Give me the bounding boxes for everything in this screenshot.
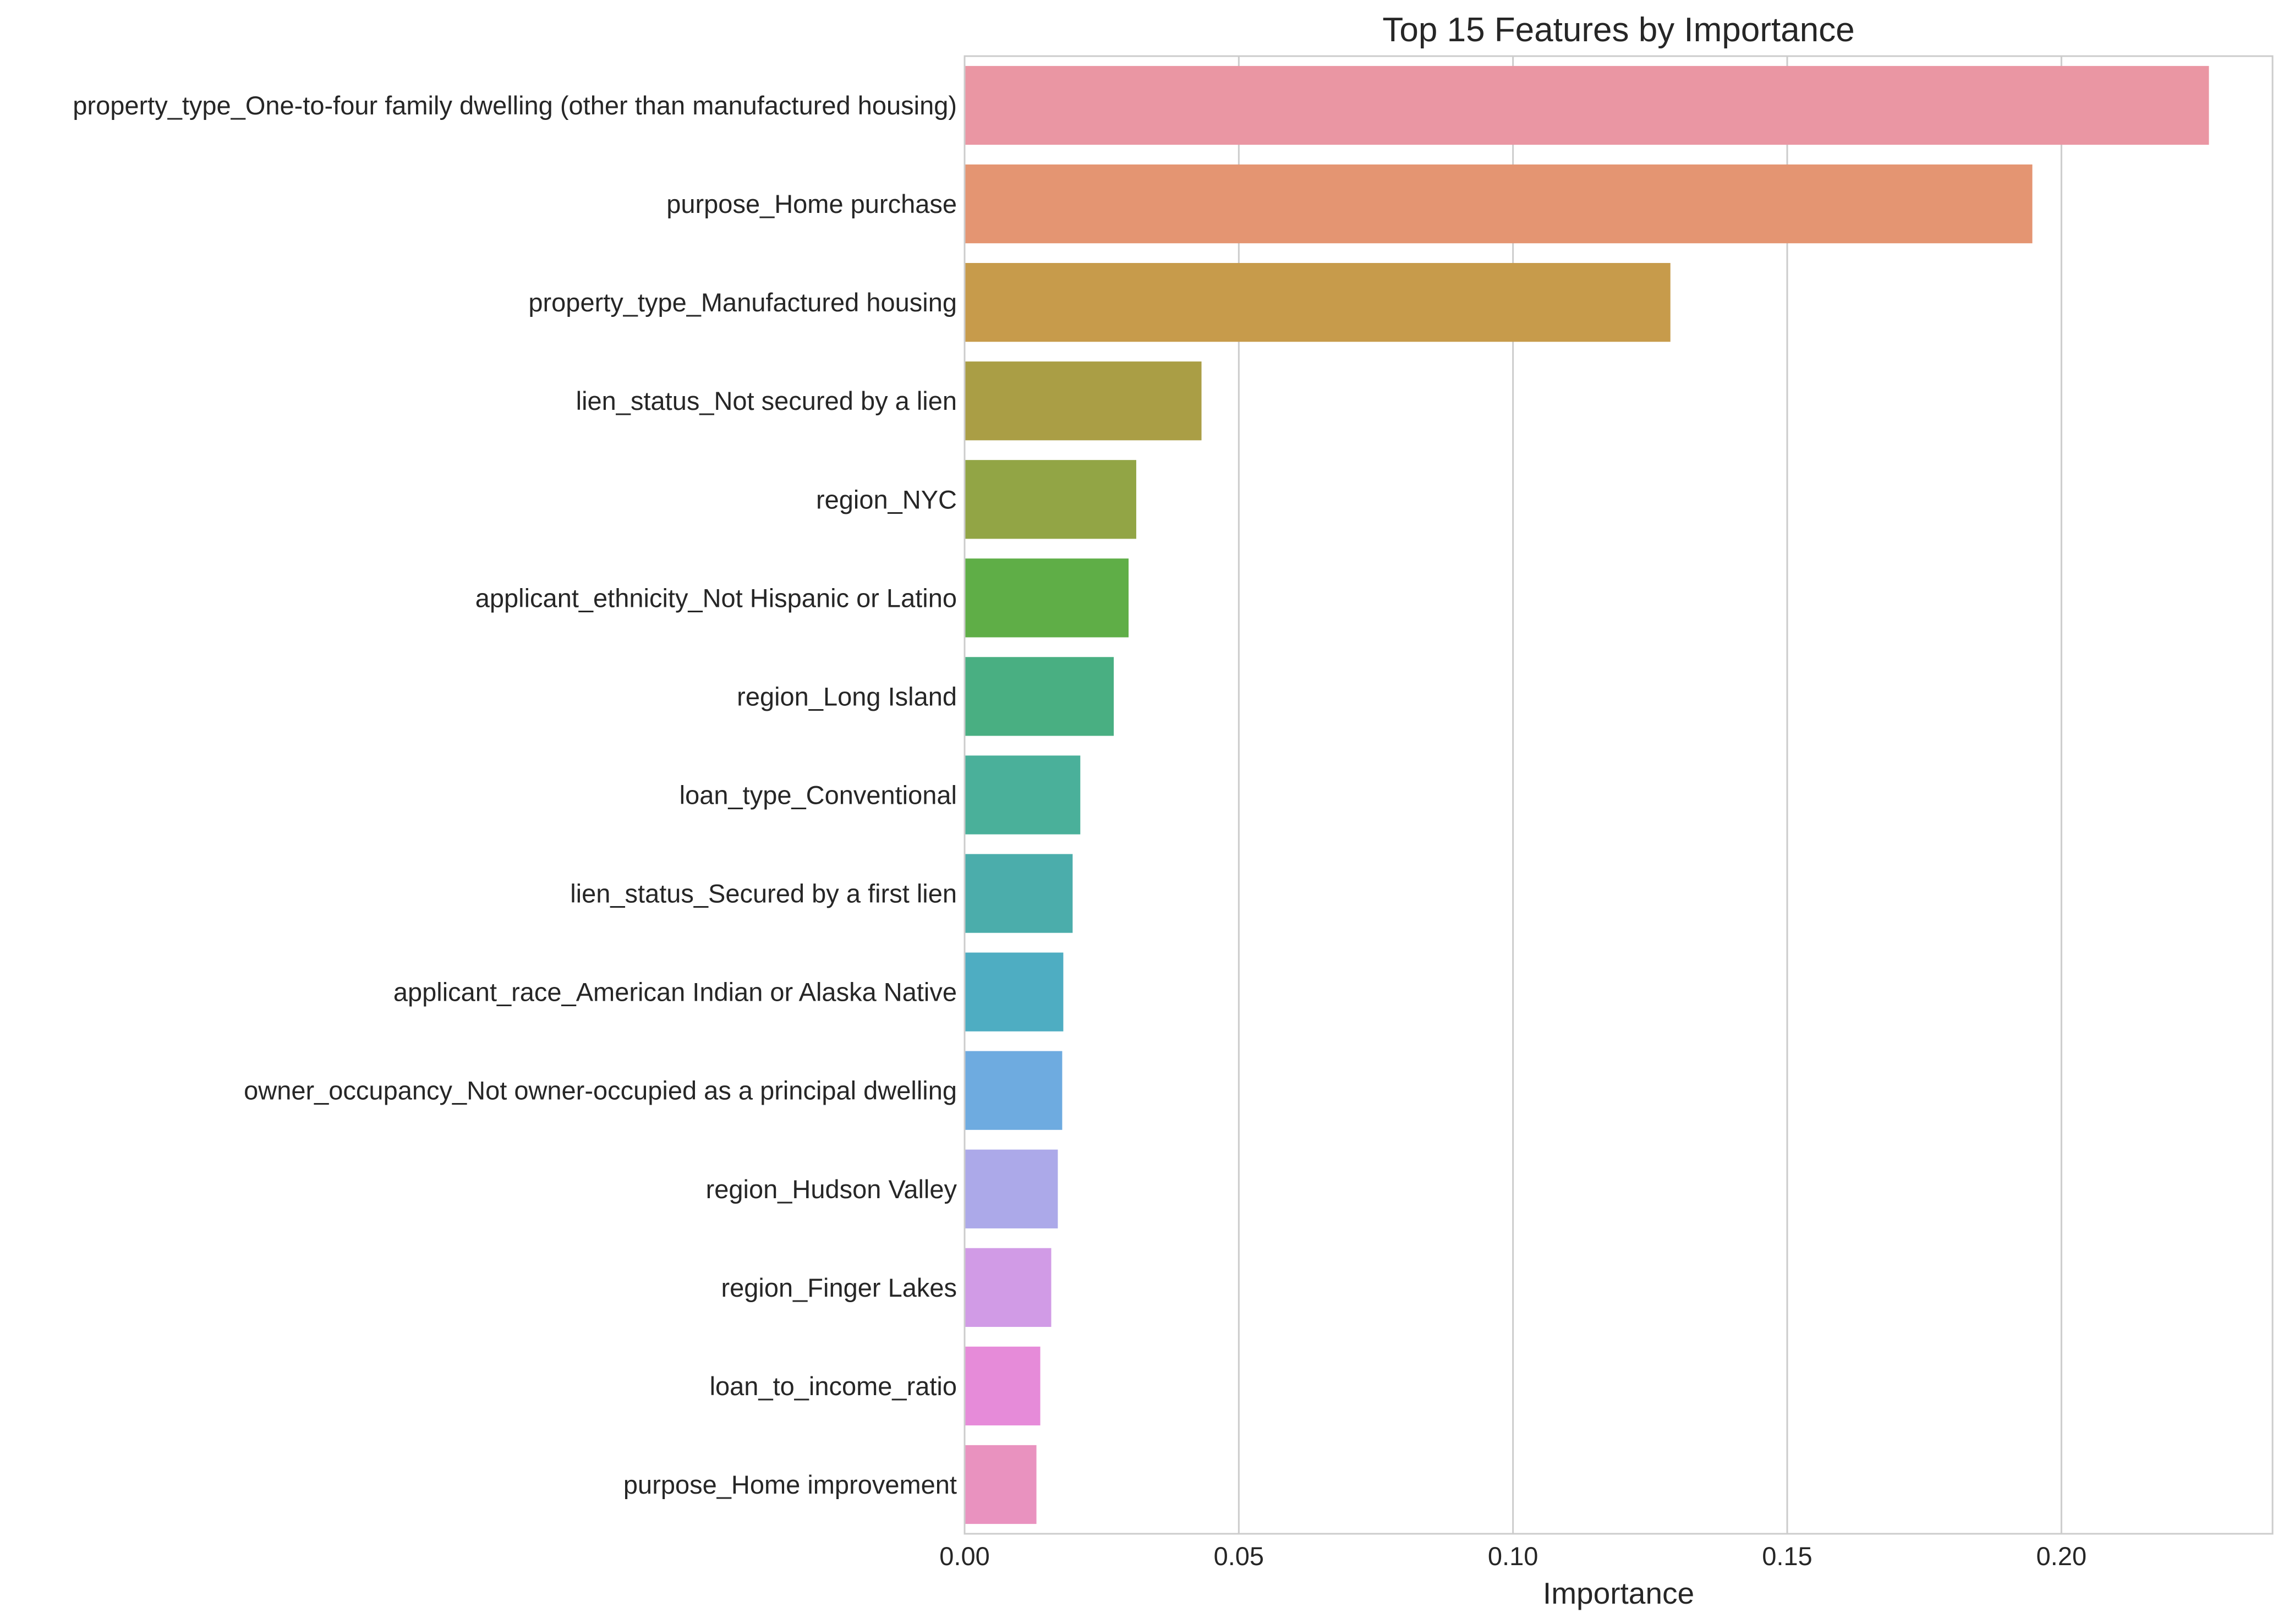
bar <box>965 952 1064 1032</box>
y-tick-label: loan_type_Conventional <box>680 781 957 810</box>
bars <box>965 65 2209 1524</box>
bar <box>965 361 1202 441</box>
x-tick-label: 0.15 <box>1762 1541 1812 1571</box>
y-tick-label: lien_status_Not secured by a lien <box>576 386 957 415</box>
x-tick-label: 0.10 <box>1488 1541 1538 1571</box>
y-tick-label: region_Long Island <box>737 682 957 711</box>
y-tick-label: applicant_race_American Indian or Alaska… <box>393 978 957 1007</box>
bar <box>965 558 1129 638</box>
y-tick-label: region_Finger Lakes <box>721 1273 957 1302</box>
y-tick-label: property_type_One-to-four family dwellin… <box>73 91 957 120</box>
y-tick-label: owner_occupancy_Not owner-occupied as a … <box>244 1076 957 1105</box>
y-tick-labels: property_type_One-to-four family dwellin… <box>73 91 957 1499</box>
y-tick-label: loan_to_income_ratio <box>710 1371 957 1401</box>
plot-frame <box>963 55 2274 1535</box>
bar <box>965 164 2033 244</box>
bar <box>965 1346 1041 1426</box>
bar <box>965 263 1671 342</box>
bar <box>965 460 1136 539</box>
bar <box>965 755 1081 835</box>
y-tick-label: region_Hudson Valley <box>706 1175 957 1204</box>
y-tick-label: purpose_Home improvement <box>623 1470 957 1499</box>
y-tick-label: property_type_Manufactured housing <box>528 288 957 317</box>
x-axis-label: Importance <box>1543 1576 1694 1610</box>
x-tick-labels: 0.00 0.05 0.10 0.15 0.20 <box>939 1541 2087 1571</box>
chart-title: Top 15 Features by Importance <box>1382 11 1854 49</box>
bar <box>965 1149 1058 1228</box>
bar <box>965 657 1114 736</box>
y-tick-label: applicant_ethnicity_Not Hispanic or Lati… <box>475 583 957 612</box>
x-tick-label: 0.20 <box>2036 1541 2087 1571</box>
y-tick-label: purpose_Home purchase <box>666 189 957 218</box>
x-tick-label: 0.05 <box>1214 1541 1264 1571</box>
bar <box>965 1248 1052 1327</box>
bar <box>965 1445 1037 1524</box>
y-tick-label: region_NYC <box>816 485 957 514</box>
bar <box>965 854 1073 933</box>
bar <box>965 65 2209 145</box>
bar <box>965 1051 1063 1130</box>
x-tick-label: 0.00 <box>939 1541 989 1571</box>
y-tick-label: lien_status_Secured by a first lien <box>570 879 957 908</box>
